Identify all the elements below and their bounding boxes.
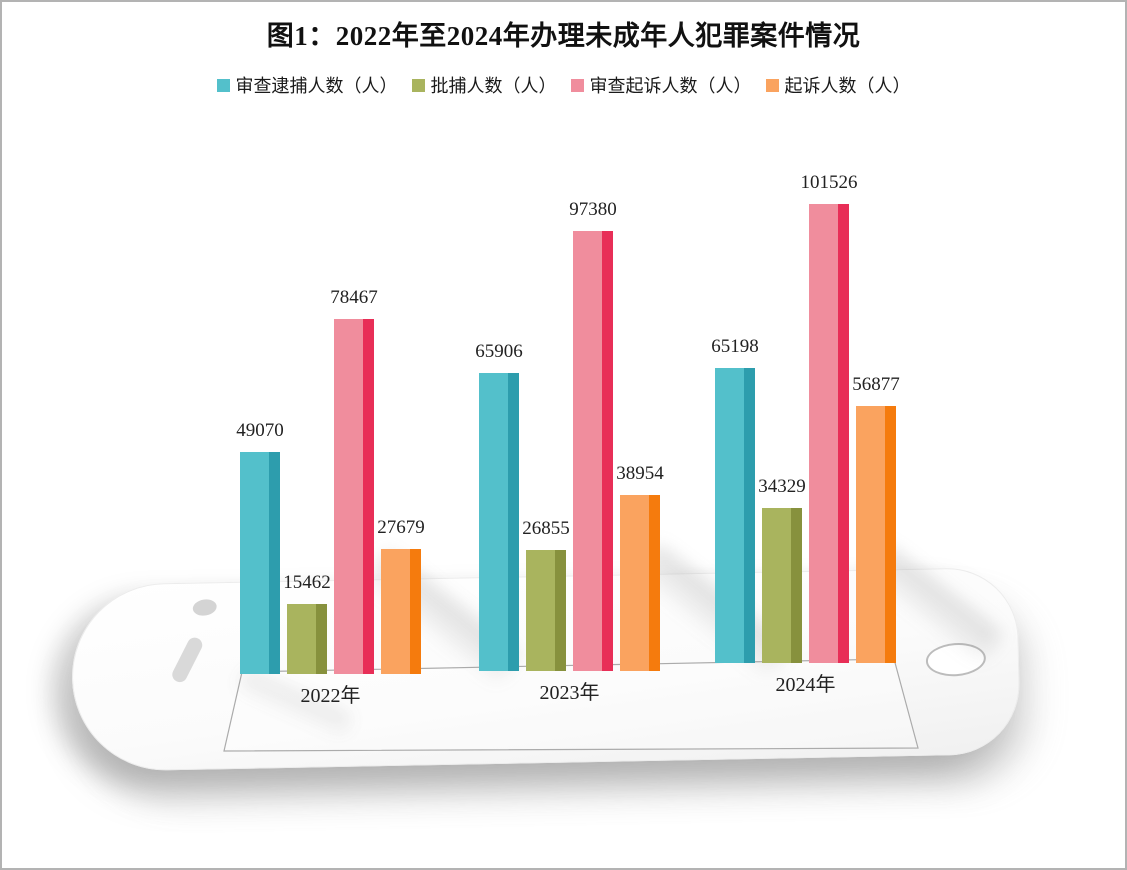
bar-series3-2023年 [573,231,613,671]
bar-series1-2023年 [479,373,519,671]
bar-series3-2022年 [334,319,374,674]
legend-swatch-icon [411,78,425,92]
bar-series1-2022年 [240,452,280,674]
value-label: 78467 [330,287,378,308]
bar-series2-2022年 [287,604,327,674]
bar-series4-2024年 [856,406,896,663]
value-label: 15462 [283,572,331,593]
value-label: 56877 [852,374,900,395]
legend-item-series1: 审查逮捕人数（人） [216,72,398,98]
value-label: 49070 [236,420,284,441]
legend-swatch-icon [216,78,230,92]
legend-item-series4: 起诉人数（人） [765,72,911,98]
bar-series4-2023年 [620,495,660,671]
legend-item-series2: 批捕人数（人） [411,72,557,98]
value-label: 97380 [569,199,617,220]
category-label: 2024年 [775,674,836,696]
legend-label: 批捕人数（人） [430,76,557,96]
legend-label: 起诉人数（人） [784,76,911,96]
category-label: 2023年 [539,682,600,704]
legend-swatch-icon [765,78,779,92]
legend-item-series3: 审查起诉人数（人） [570,72,752,98]
value-label: 65906 [475,341,523,362]
bar-series3-2024年 [809,204,849,663]
legend-label: 审查起诉人数（人） [589,76,752,96]
bar-series1-2024年 [715,368,755,663]
bar-series2-2023年 [526,550,566,671]
value-label: 27679 [377,517,425,538]
bar-series2-2024年 [762,508,802,663]
legend-swatch-icon [570,78,584,92]
value-label: 26855 [522,518,570,539]
bar-series4-2022年 [381,549,421,674]
category-label: 2022年 [300,685,361,707]
chart-title: 图1：2022年至2024年办理未成年人犯罪案件情况 [266,21,861,51]
value-label: 38954 [616,463,664,484]
value-label: 34329 [758,476,806,497]
value-label: 101526 [800,172,858,193]
legend-label: 审查逮捕人数（人） [235,76,398,96]
chart-legend: 审查逮捕人数（人） 批捕人数（人） 审查起诉人数（人） 起诉人数（人） [2,72,1125,98]
value-label: 65198 [711,336,759,357]
